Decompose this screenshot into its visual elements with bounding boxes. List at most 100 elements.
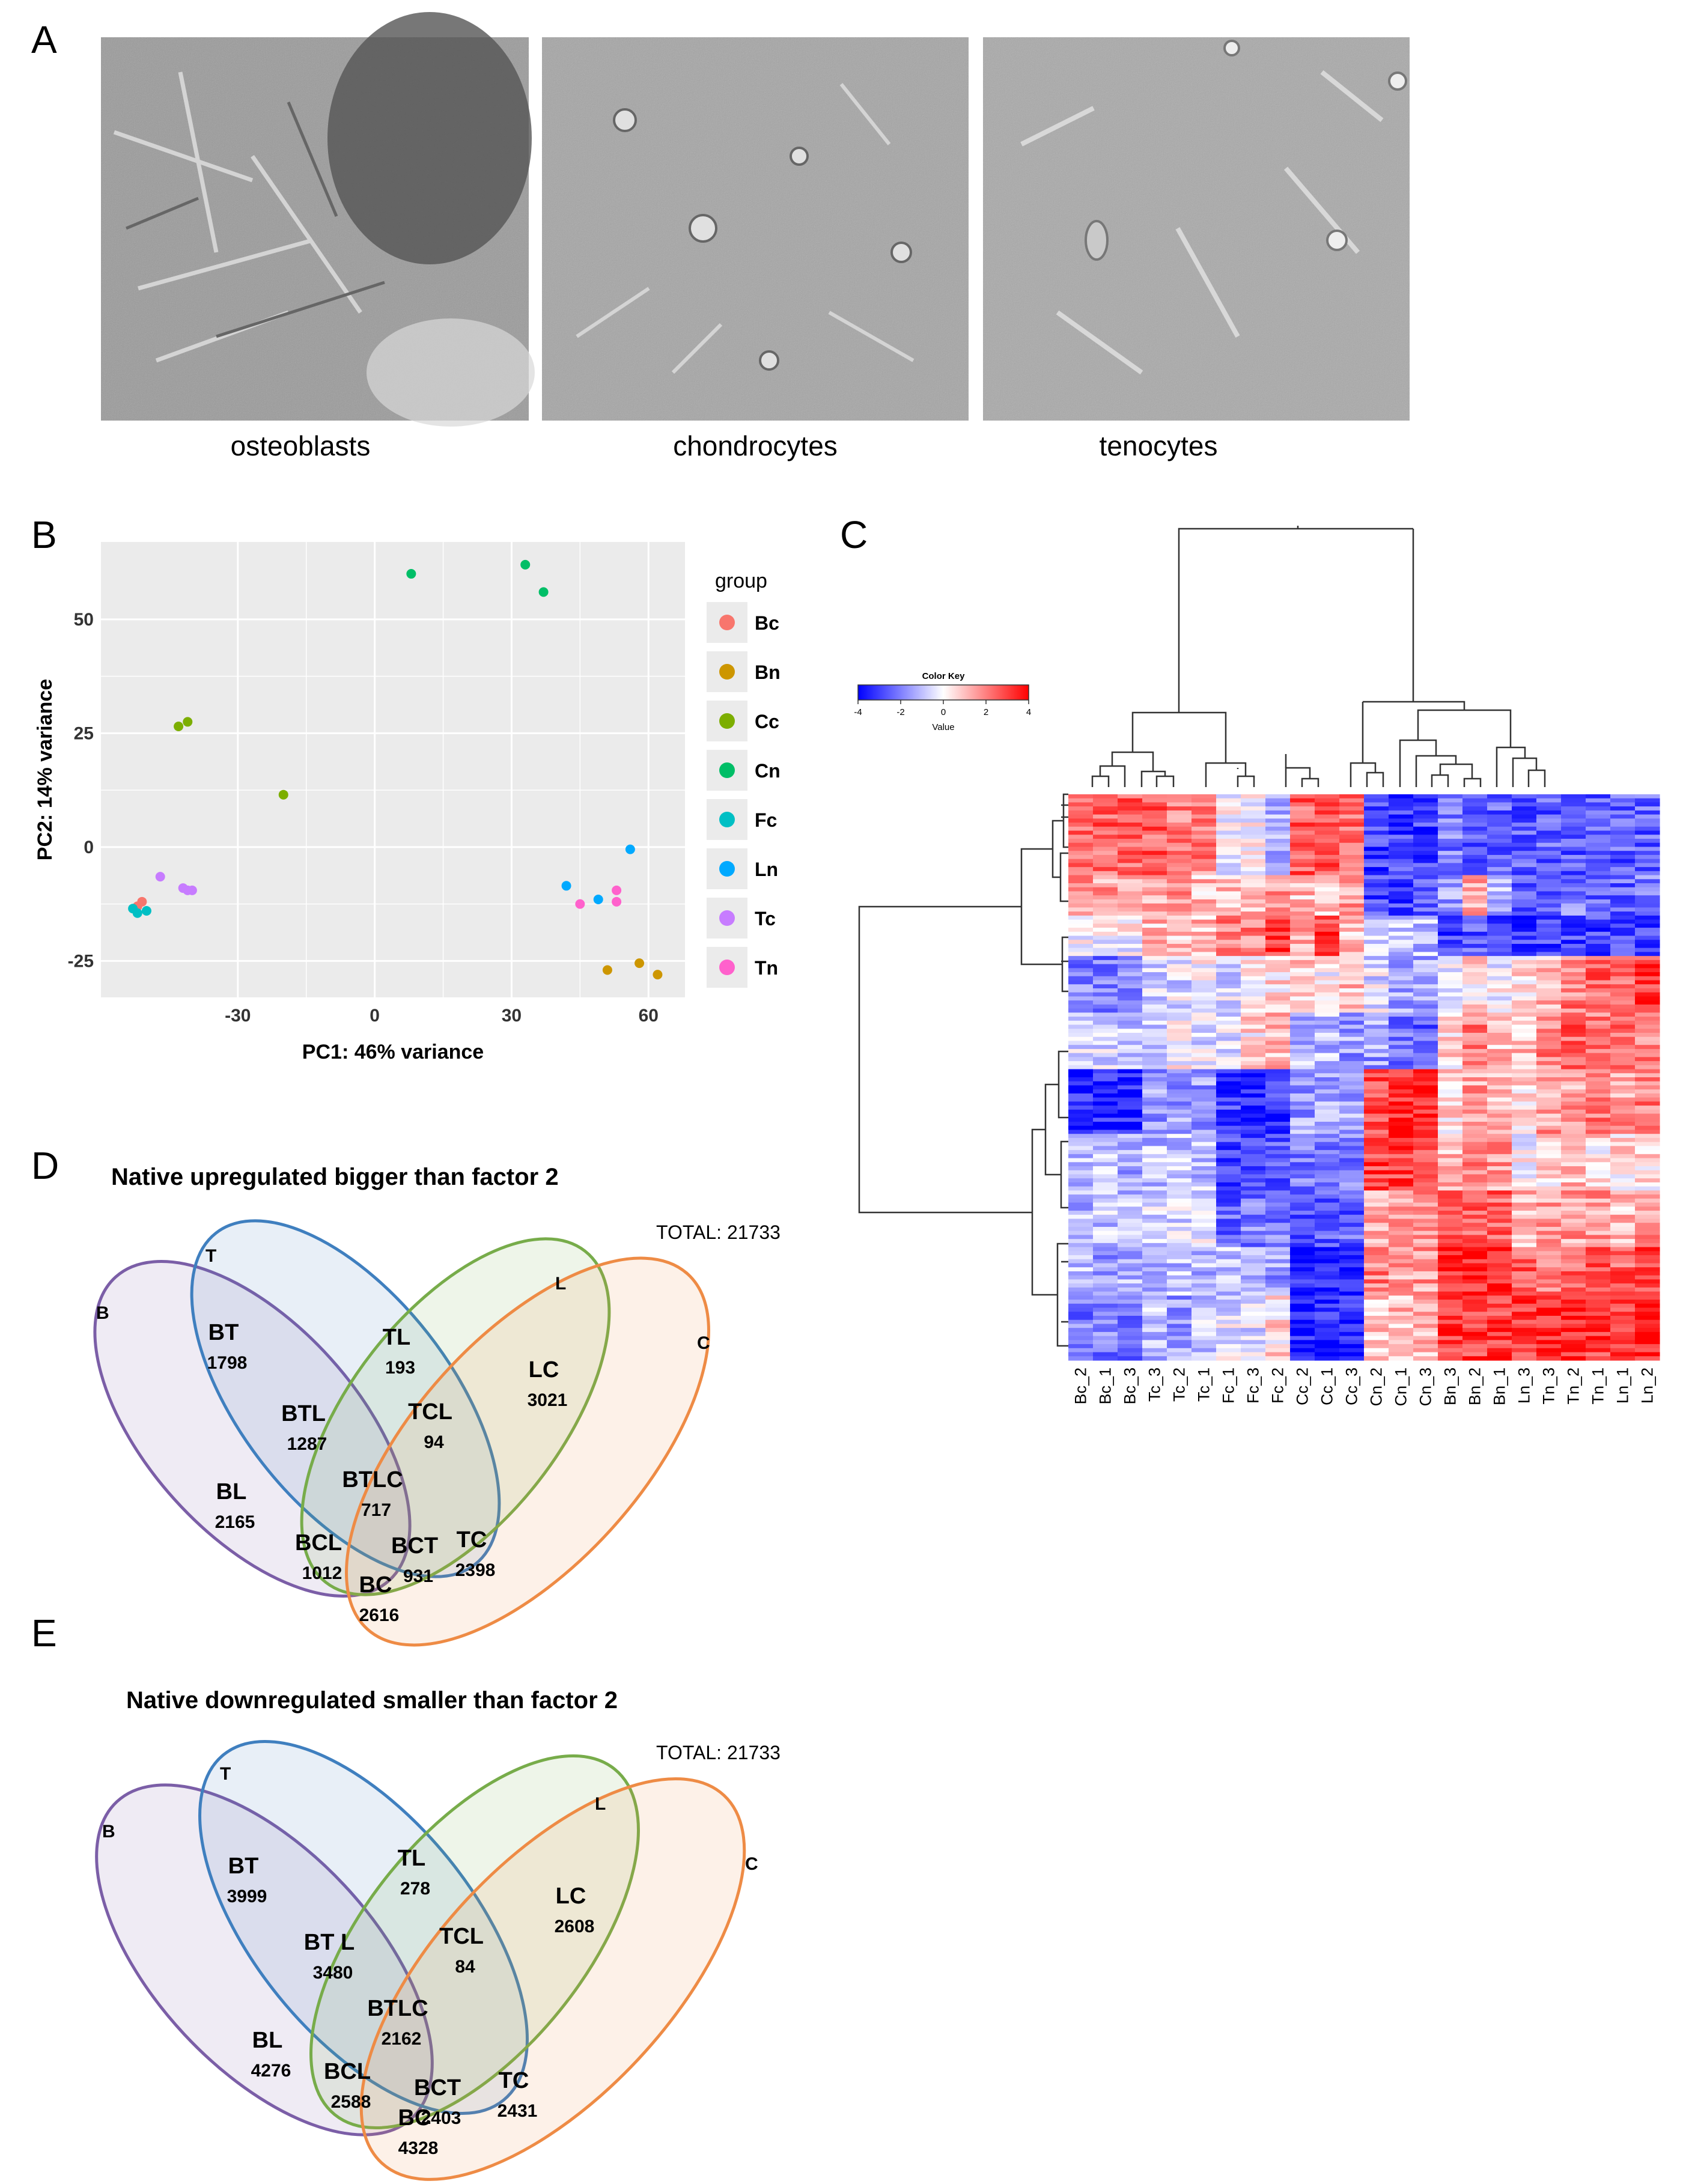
heatmap-cell xyxy=(1118,956,1143,961)
heatmap-cell xyxy=(1265,1004,1291,1009)
heatmap-cell xyxy=(1610,1130,1636,1134)
heatmap-cell xyxy=(1191,1275,1217,1280)
heatmap-cell xyxy=(1339,1230,1365,1236)
heatmap-cell xyxy=(1093,976,1118,981)
heatmap-cell xyxy=(1635,1017,1660,1021)
heatmap-cell xyxy=(1290,887,1315,892)
heatmap-cell xyxy=(1561,911,1586,916)
heatmap-cell xyxy=(1364,935,1389,940)
venn-down-region-label: BT xyxy=(228,1854,259,1879)
heatmap-cell xyxy=(1241,915,1266,920)
heatmap-cell xyxy=(1315,1000,1340,1005)
heatmap-cell xyxy=(1339,1340,1365,1345)
heatmap-cell xyxy=(1586,1048,1611,1054)
venn-up-set-c xyxy=(345,1256,710,1647)
heatmap-cell xyxy=(1068,935,1094,940)
heatmap-cell xyxy=(1315,1344,1340,1349)
heatmap-cell xyxy=(1265,1000,1291,1005)
heatmap-cell xyxy=(1142,1190,1167,1195)
heatmap-cell xyxy=(1364,871,1389,876)
heatmap-cell xyxy=(1364,1065,1389,1070)
heatmap-cell xyxy=(1241,964,1266,969)
heatmap-cell xyxy=(1561,1048,1586,1054)
heatmap-cell xyxy=(1610,1077,1636,1082)
heatmap-cell xyxy=(1364,859,1389,863)
heatmap-cell xyxy=(1635,1073,1660,1078)
heatmap-cell xyxy=(1216,923,1241,928)
legend-swatch-bn xyxy=(719,664,735,680)
heatmap-cell xyxy=(1167,1017,1192,1021)
heatmap-cell xyxy=(1512,1239,1537,1244)
heatmap-cell xyxy=(1216,1300,1241,1304)
heatmap-cell xyxy=(1216,826,1241,832)
heatmap-cell xyxy=(1438,1130,1463,1134)
heatmap-cell xyxy=(1068,1259,1094,1264)
heatmap-cell xyxy=(1265,806,1291,811)
heatmap-cell xyxy=(1241,960,1266,965)
heatmap-cell xyxy=(1118,1312,1143,1316)
heatmap-cell xyxy=(1487,1032,1512,1038)
heatmap-cell xyxy=(1241,1255,1266,1260)
heatmap-cell xyxy=(1315,1243,1340,1248)
heatmap-cell xyxy=(1438,943,1463,949)
heatmap-cell xyxy=(1438,1251,1463,1256)
heatmap-cell xyxy=(1241,1218,1266,1223)
heatmap-cell xyxy=(1290,826,1315,832)
heatmap-cell xyxy=(1635,1020,1660,1026)
heatmap-cell xyxy=(1413,818,1438,823)
heatmap-cell xyxy=(1068,1303,1094,1309)
heatmap-cell xyxy=(1339,1312,1365,1316)
heatmap-cell xyxy=(1462,1356,1488,1361)
heatmap-cell xyxy=(1142,1118,1167,1122)
heatmap-cell xyxy=(1561,1190,1586,1195)
heatmap-cell xyxy=(1364,1178,1389,1183)
heatmap-cell xyxy=(1610,928,1636,932)
heatmap-cell xyxy=(1635,1312,1660,1316)
heatmap-cell xyxy=(1389,814,1414,819)
heatmap-cell xyxy=(1142,1106,1167,1110)
heatmap-cell xyxy=(1241,1017,1266,1021)
heatmap-cell xyxy=(1290,810,1315,815)
heatmap-cell xyxy=(1093,826,1118,832)
heatmap-cell xyxy=(1462,976,1488,981)
heatmap-cell xyxy=(1462,1081,1488,1086)
heatmap-cell xyxy=(1093,1312,1118,1316)
heatmap-cell xyxy=(1512,818,1537,823)
heatmap-cell xyxy=(1093,851,1118,856)
heatmap-cell xyxy=(1315,887,1340,892)
heatmap-cell xyxy=(1216,1315,1241,1321)
heatmap-cell xyxy=(1093,1032,1118,1038)
heatmap-cell xyxy=(1364,1137,1389,1143)
heatmap-cell xyxy=(1462,1089,1488,1094)
heatmap-cell xyxy=(1167,847,1192,851)
heatmap-cell xyxy=(1635,1324,1660,1328)
heatmap-cell xyxy=(1389,1118,1414,1122)
heatmap-cell xyxy=(1561,883,1586,888)
venn-up-region-label: LC xyxy=(529,1357,559,1382)
heatmap-cell xyxy=(1290,1020,1315,1026)
heatmap-cell xyxy=(1438,806,1463,811)
heatmap-cell xyxy=(1339,835,1365,839)
heatmap-cell xyxy=(1487,1190,1512,1195)
heatmap-cell xyxy=(1462,818,1488,823)
heatmap-cell xyxy=(1536,1029,1562,1033)
heatmap-cell xyxy=(1487,964,1512,969)
heatmap-cell xyxy=(1241,1053,1266,1057)
heatmap-cell xyxy=(1265,919,1291,924)
heatmap-cell xyxy=(1191,1271,1217,1276)
heatmap-cell xyxy=(1586,1190,1611,1195)
heatmap-cell xyxy=(1487,1166,1512,1171)
heatmap-cell xyxy=(1290,1162,1315,1167)
heatmap-cell xyxy=(1315,794,1340,799)
heatmap-cell xyxy=(1191,996,1217,1001)
heatmap-cell xyxy=(1487,943,1512,949)
venn-down-region-label: BTLC xyxy=(367,1996,428,2021)
heatmap-cell xyxy=(1142,1315,1167,1321)
heatmap-cell xyxy=(1389,1029,1414,1033)
heatmap-cell xyxy=(1487,1053,1512,1057)
heatmap-cell xyxy=(1265,1255,1291,1260)
heatmap-cell xyxy=(1635,1336,1660,1340)
caption-osteoblasts: osteoblasts xyxy=(231,430,371,461)
heatmap-cell xyxy=(1142,1230,1167,1236)
heatmap-cell xyxy=(1118,960,1143,965)
